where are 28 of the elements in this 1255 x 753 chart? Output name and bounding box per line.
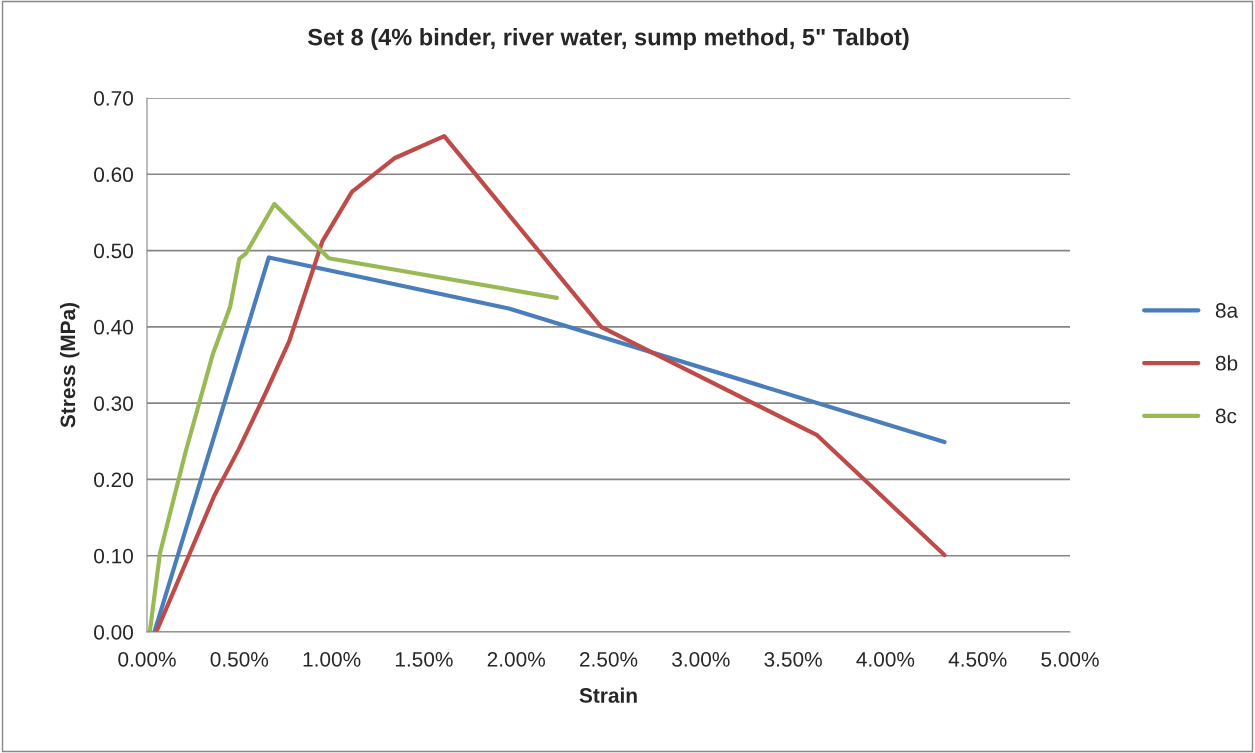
line-series <box>154 134 947 632</box>
x-tick-label: 3.00% <box>672 651 730 667</box>
chart-title: Set 8 (4% binder, river water, sump method, 5" Talbot) <box>307 28 909 51</box>
y-tick-label: 0.30 <box>94 396 133 411</box>
x-axis-title: Strain <box>579 687 637 703</box>
legend-label: 8c <box>1215 408 1237 424</box>
x-tick-label: 2.00% <box>487 651 545 667</box>
x-tick-label: 2.50% <box>580 651 638 667</box>
y-tick-label: 0.60 <box>94 167 133 183</box>
legend-label: 8a <box>1215 303 1239 318</box>
x-tick-label: 5.00% <box>1041 651 1099 667</box>
y-tick-label: 0.40 <box>94 319 133 335</box>
x-tick-label: 3.50% <box>764 651 822 667</box>
x-tick-label: 4.00% <box>856 651 915 667</box>
x-tick-label: 4.50% <box>948 651 1007 667</box>
legend-label: 8b <box>1215 355 1238 371</box>
y-tick-label: 0.20 <box>94 472 133 488</box>
x-tick-label: 1.00% <box>303 651 361 667</box>
y-tick-label: 0.70 <box>94 91 133 106</box>
line-series <box>152 255 947 632</box>
y-tick-label: 0.00 <box>94 625 133 640</box>
y-tick-label: 0.50 <box>94 243 133 259</box>
x-tick-label: 1.50% <box>395 651 453 667</box>
line-series <box>147 201 559 632</box>
y-tick-label: 0.10 <box>94 548 133 564</box>
x-tick-label: 0.50% <box>210 651 269 667</box>
x-tick-label: 0.00% <box>118 651 176 667</box>
y-axis-title: Stress (MPa) <box>59 302 80 428</box>
